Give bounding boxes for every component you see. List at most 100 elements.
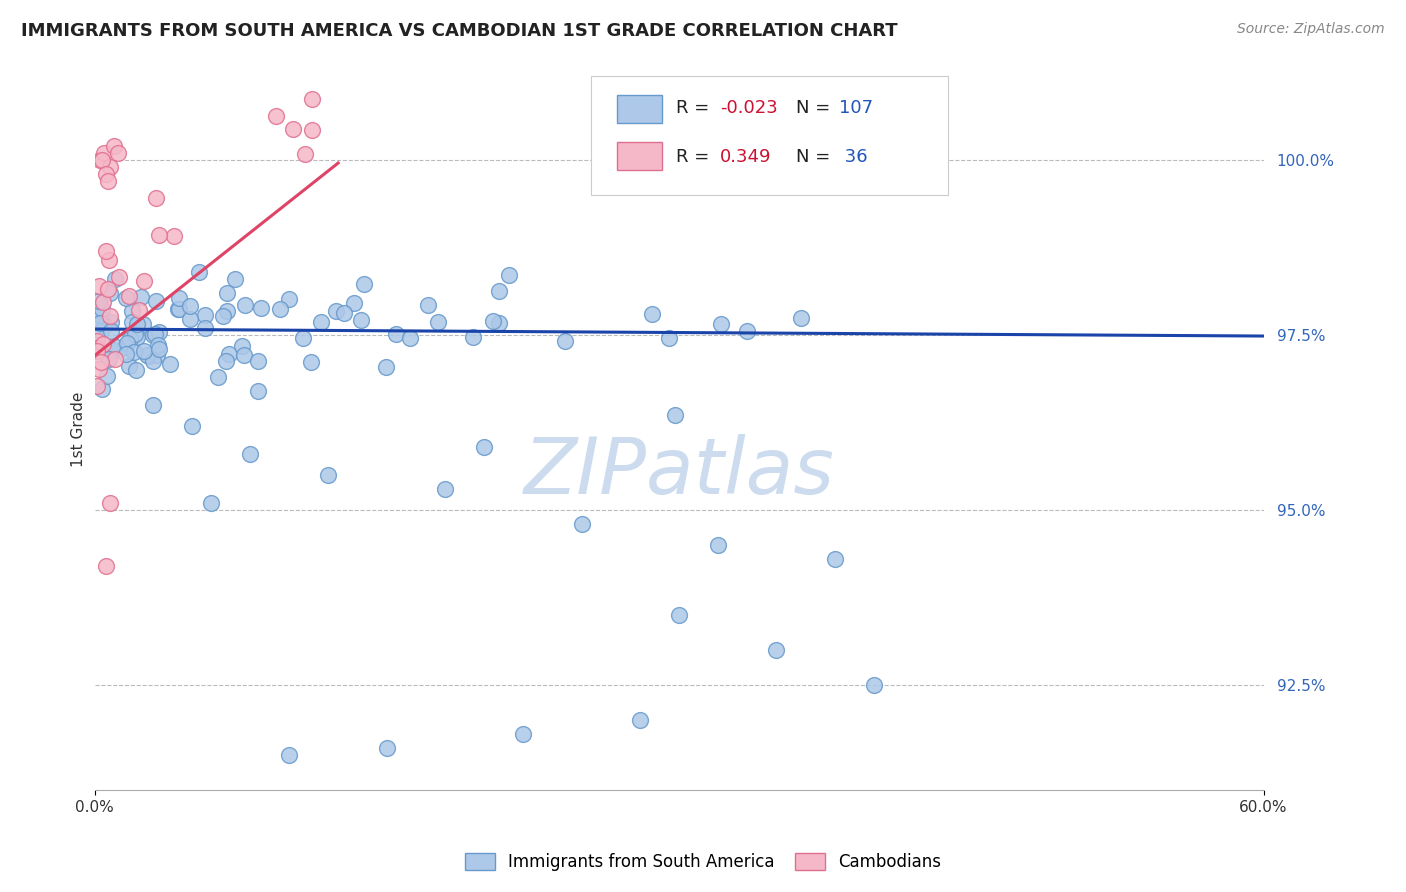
Point	[142, 354, 165, 368]
Point	[112, 341, 135, 355]
Point	[246, 384, 269, 398]
Point	[707, 538, 730, 552]
Point	[765, 642, 787, 657]
Point	[664, 409, 686, 423]
Text: R =: R =	[675, 99, 714, 117]
Point	[658, 330, 681, 344]
Point	[118, 332, 141, 346]
Point	[143, 326, 166, 341]
Point	[104, 272, 127, 286]
Text: Source: ZipAtlas.com: Source: ZipAtlas.com	[1237, 22, 1385, 37]
FancyBboxPatch shape	[617, 95, 662, 122]
Point	[103, 339, 125, 353]
FancyBboxPatch shape	[592, 76, 948, 194]
Point	[399, 331, 422, 345]
Point	[125, 317, 148, 331]
Point	[426, 315, 449, 329]
Point	[91, 153, 114, 167]
Point	[108, 270, 131, 285]
Text: R =: R =	[675, 148, 714, 166]
Point	[299, 355, 322, 369]
Point	[145, 294, 167, 309]
FancyBboxPatch shape	[617, 142, 662, 169]
Point	[283, 122, 305, 136]
Point	[91, 382, 114, 396]
Text: -0.023: -0.023	[720, 99, 778, 117]
Point	[294, 147, 316, 161]
Point	[790, 310, 813, 325]
Point	[98, 496, 121, 510]
Point	[266, 109, 288, 123]
Point	[98, 286, 121, 301]
Point	[146, 338, 169, 352]
Point	[309, 315, 332, 329]
Point	[628, 713, 651, 727]
Point	[104, 351, 127, 366]
Point	[325, 304, 347, 318]
Point	[142, 398, 165, 412]
Point	[212, 309, 235, 323]
Point	[207, 370, 229, 384]
Point	[418, 298, 440, 312]
Point	[94, 244, 117, 258]
Point	[148, 228, 170, 243]
Y-axis label: 1st Grade: 1st Grade	[72, 392, 86, 467]
Point	[142, 327, 165, 342]
Point	[668, 607, 690, 622]
Point	[86, 379, 108, 393]
Point	[90, 324, 112, 338]
Point	[91, 336, 114, 351]
Text: 36: 36	[839, 148, 868, 166]
Point	[224, 272, 246, 286]
Point	[482, 313, 505, 327]
Point	[107, 145, 129, 160]
Point	[86, 341, 108, 355]
Point	[353, 277, 375, 291]
Text: IMMIGRANTS FROM SOUTH AMERICA VS CAMBODIAN 1ST GRADE CORRELATION CHART: IMMIGRANTS FROM SOUTH AMERICA VS CAMBODI…	[21, 22, 897, 40]
Point	[96, 167, 118, 181]
Point	[89, 308, 111, 322]
Point	[512, 727, 534, 741]
Point	[332, 305, 354, 319]
Point	[93, 145, 115, 160]
Text: ZIPatlas: ZIPatlas	[523, 434, 835, 510]
Point	[128, 302, 150, 317]
Point	[98, 310, 121, 324]
Point	[125, 363, 148, 377]
Point	[90, 355, 112, 369]
Legend: Immigrants from South America, Cambodians: Immigrants from South America, Cambodian…	[457, 845, 949, 880]
Point	[640, 307, 662, 321]
Point	[463, 330, 485, 344]
Point	[318, 467, 340, 482]
Point	[86, 334, 108, 349]
Point	[97, 253, 120, 268]
Text: N =: N =	[796, 148, 837, 166]
Point	[214, 353, 236, 368]
Text: 0.349: 0.349	[720, 148, 772, 166]
Point	[735, 325, 758, 339]
Point	[118, 289, 141, 303]
Text: N =: N =	[796, 99, 837, 117]
Point	[121, 315, 143, 329]
Point	[90, 302, 112, 317]
Point	[115, 291, 138, 305]
Point	[167, 301, 190, 316]
Point	[101, 343, 124, 357]
Point	[129, 290, 152, 304]
Point	[86, 344, 108, 359]
Point	[179, 299, 201, 313]
Point	[181, 418, 204, 433]
Point	[239, 447, 262, 461]
Point	[163, 228, 186, 243]
Point	[97, 282, 120, 296]
Point	[278, 747, 301, 762]
Point	[87, 293, 110, 308]
Point	[96, 558, 118, 573]
Point	[343, 296, 366, 310]
Point	[824, 551, 846, 566]
Point	[103, 138, 125, 153]
Point	[98, 351, 121, 366]
Point	[148, 326, 170, 340]
Point	[169, 292, 191, 306]
Point	[292, 331, 315, 345]
